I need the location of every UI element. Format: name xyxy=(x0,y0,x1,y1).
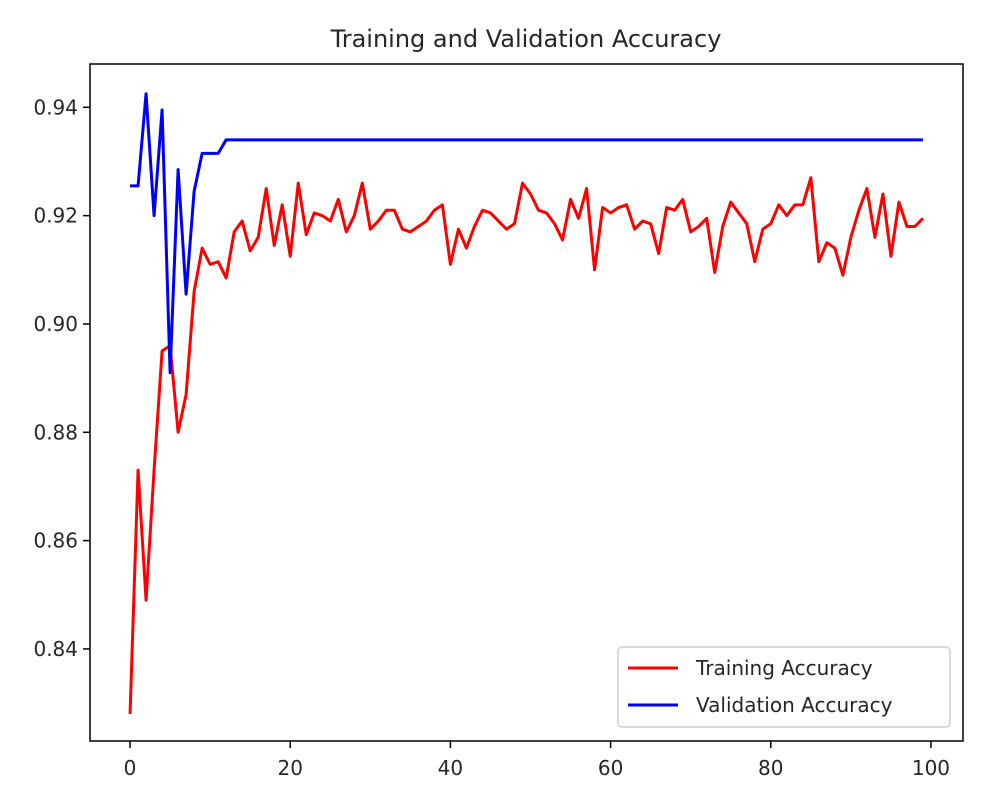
chart-title: Training and Validation Accuracy xyxy=(330,25,722,53)
x-tick-label: 100 xyxy=(912,756,950,780)
legend-label: Training Accuracy xyxy=(695,656,873,680)
x-tick-label: 80 xyxy=(758,756,783,780)
series-line-validation-accuracy xyxy=(130,92,923,375)
x-tick-label: 0 xyxy=(124,756,137,780)
y-tick-label: 0.92 xyxy=(33,204,78,228)
y-tick-label: 0.90 xyxy=(33,312,78,336)
y-tick-label: 0.84 xyxy=(33,637,78,661)
legend: Training Accuracy Validation Accuracy xyxy=(617,646,951,728)
x-tick-label: 60 xyxy=(598,756,623,780)
axes-frame xyxy=(89,63,964,742)
y-tick-label: 0.86 xyxy=(33,529,78,553)
y-tick-label: 0.94 xyxy=(33,95,78,119)
series-line-training-accuracy xyxy=(128,176,925,714)
x-tick-label: 20 xyxy=(278,756,303,780)
legend-box xyxy=(617,646,951,728)
plot-area: 0 20 40 60 80 100 0.84 0.86 0.88 0.90 0.92 0.94 xyxy=(33,63,964,780)
x-tick-label: 40 xyxy=(438,756,463,780)
y-tick-label: 0.88 xyxy=(33,420,78,444)
legend-label: Validation Accuracy xyxy=(696,693,893,717)
